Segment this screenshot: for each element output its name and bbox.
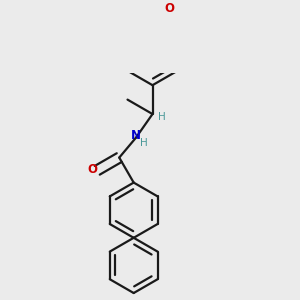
Text: O: O — [88, 163, 98, 176]
Text: H: H — [158, 112, 166, 122]
Text: N: N — [131, 129, 141, 142]
Text: H: H — [140, 138, 147, 148]
Text: O: O — [164, 2, 175, 15]
